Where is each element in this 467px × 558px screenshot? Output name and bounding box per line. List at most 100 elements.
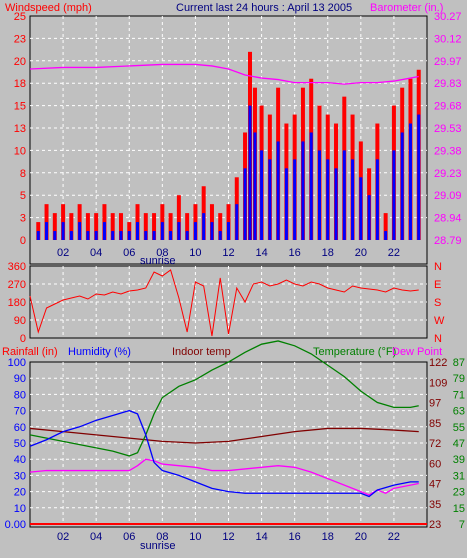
avg-bar [359,177,363,240]
x-tick-label: 06 [123,531,135,543]
temp-tick-label: 85 [429,418,441,430]
y-tick-label: 3 [20,213,26,225]
avg-bar [61,222,65,240]
gust-bar [85,213,90,240]
avg-bar [185,231,189,240]
y-tick-label: 29.09 [434,190,462,202]
avg-bar [317,150,321,240]
dew-tick-label: 47 [453,438,465,450]
sunrise-label-bottom: sunrise [140,540,175,552]
y-tick-label: 0 [20,235,26,247]
x-tick-label: 02 [57,531,69,543]
y-tick-label: 18 [14,78,26,90]
avg-bar [144,231,148,240]
avg-bar [202,213,206,240]
temp-tick-label: 35 [429,499,441,511]
x-tick-label: 14 [255,247,267,259]
x-tick-label: 14 [255,531,267,543]
direction-line [29,269,419,337]
y-tick-label: 29.97 [434,56,462,68]
avg-bar [36,231,40,240]
windspeed-title: Windspeed (mph) [5,2,92,14]
temp-tick-label: 109 [429,377,447,389]
avg-bar [367,195,371,240]
y-tick-label: 28.94 [434,213,462,225]
gust-bar [152,213,157,240]
x-tick-label: 12 [222,531,234,543]
wind-x-axis: 02 04 06 08 10 12 14 16 18 20 22 [57,247,400,259]
y-tick-label: 90 [14,373,26,385]
temperature-line [29,340,419,457]
y-tick-label: 29.68 [434,101,462,113]
climate-left-axis: 0.00 10 20 30 40 50 60 70 80 90 100 [5,357,26,531]
x-tick-label: 10 [189,531,201,543]
avg-bar [293,159,297,240]
avg-bar [260,150,264,240]
humidity-title: Humidity (%) [68,346,131,358]
humidity-line [29,409,419,498]
avg-bar [248,105,252,240]
dew-tick-label: 71 [453,389,465,401]
y-tick-label: 60 [14,422,26,434]
barometer-line [29,63,419,85]
avg-bar [417,114,421,240]
y-tick-label: 13 [14,123,26,135]
y-tick-label: 10 [14,503,26,515]
avg-bar [243,168,247,240]
direction-series [29,269,419,337]
avg-bar [408,123,412,240]
y-tick-label: 30.27 [434,11,462,23]
gust-bar [168,213,173,240]
avg-bar [45,222,49,240]
y-tick-label: 8 [20,168,26,180]
y-tick-label: 20 [14,487,26,499]
temp-tick-label: 47 [429,479,441,491]
temp-tick-label: 60 [429,458,441,470]
avg-bar [235,204,239,240]
y-tick-label: 270 [8,279,26,291]
y-tick-label: 50 [14,438,26,450]
direction-grid [30,266,427,338]
x-tick-label: 18 [322,531,334,543]
gust-bar [383,213,388,240]
avg-bar [119,231,123,240]
avg-bar [78,222,82,240]
dewpoint-axis: 7 15 23 31 39 47 55 63 71 79 87 [453,357,465,531]
barometer-axis: 28.79 28.94 29.09 29.23 29.38 29.53 29.68 29.83… [434,11,462,247]
y-tick-label: 29.53 [434,123,462,135]
dew-tick-label: 31 [453,470,465,482]
avg-bar [384,231,388,240]
y-tick-label: 40 [14,454,26,466]
y-tick-label: 30.12 [434,33,462,45]
gust-bar [218,213,223,240]
y-tick-label: E [434,279,441,291]
wind-avg-series [36,105,421,240]
avg-bar [94,231,98,240]
sunrise-label-top: sunrise [140,255,175,267]
avg-bar [375,159,379,240]
dew-tick-label: 7 [459,519,465,531]
y-tick-label: 10 [14,145,26,157]
y-tick-label: N [434,333,442,345]
avg-bar [136,222,140,240]
avg-bar [160,222,164,240]
y-tick-label: S [434,297,441,309]
gust-bar [69,213,74,240]
dewpoint-title: Dew Point [392,346,442,358]
temperature-axis: 23 35 47 60 72 85 97 109 122 [429,357,447,531]
avg-bar [326,159,330,240]
dew-tick-label: 39 [453,454,465,466]
y-tick-label: W [434,315,445,327]
y-tick-label: 25 [14,11,26,23]
dew-tick-label: 55 [453,422,465,434]
temp-tick-label: 122 [429,357,447,369]
avg-bar [69,231,73,240]
x-tick-label: 22 [388,531,400,543]
barometer-series [29,63,419,85]
temperature-title: Temperature (°F) [313,346,396,358]
avg-bar [127,231,131,240]
avg-bar [177,222,181,240]
x-tick-label: 06 [123,247,135,259]
y-tick-label: 20 [14,56,26,68]
